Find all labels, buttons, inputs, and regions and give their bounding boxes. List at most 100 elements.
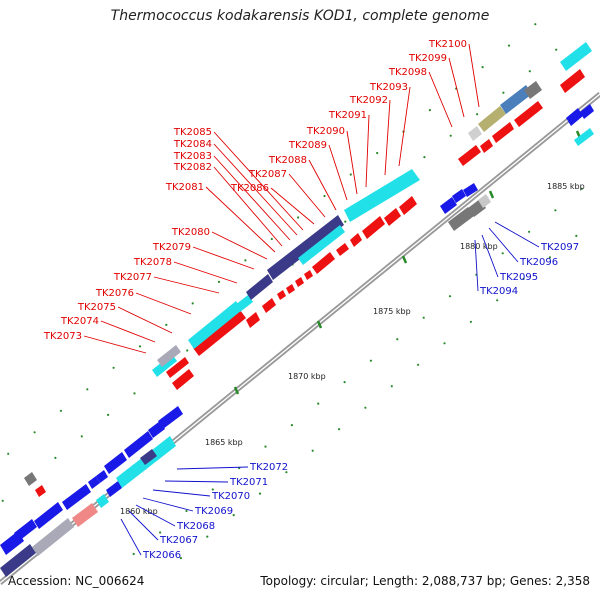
guide-dot	[132, 552, 135, 556]
gene-feature	[277, 290, 286, 300]
gene-label: TK2084	[173, 139, 212, 150]
gene-label: TK2069	[194, 506, 233, 517]
gene-feature	[267, 215, 344, 280]
gene-feature	[24, 472, 37, 486]
gene-feature	[480, 139, 493, 153]
guide-dot	[185, 509, 188, 513]
gene-feature	[560, 69, 585, 93]
guide-dot	[297, 216, 300, 219]
guide-dot	[422, 316, 425, 319]
gene-label: TK2097	[540, 242, 579, 253]
guide-dot	[481, 66, 484, 69]
guide-dot	[417, 363, 420, 366]
gene-label: TK2083	[173, 151, 212, 162]
gene-feature	[304, 270, 313, 280]
gene-feature	[574, 128, 594, 146]
guide-dot	[86, 388, 89, 391]
callout-line	[152, 489, 211, 497]
gene-label: TK2087	[248, 169, 287, 180]
guide-dot	[270, 237, 273, 241]
gene-label: TK2086	[230, 183, 269, 194]
guide-dot	[138, 345, 142, 348]
gene-feature	[478, 106, 506, 132]
guide-dot	[133, 392, 136, 395]
callout-line	[176, 466, 249, 470]
gene-label: TK2076	[95, 288, 134, 299]
callout-line	[288, 173, 326, 218]
gene-feature	[524, 81, 542, 99]
gene-label: TK2077	[113, 272, 152, 283]
callout-line	[192, 246, 255, 270]
guide-dot	[159, 531, 162, 534]
callout-line	[328, 144, 348, 201]
guide-dot	[349, 173, 352, 176]
accession-label: Accession: NC_006624	[8, 574, 145, 588]
gene-label: TK2090	[306, 126, 345, 137]
forward-strand-features	[24, 42, 592, 497]
guide-dot	[1, 499, 4, 502]
guide-dot	[80, 435, 83, 438]
gene-label: TK2071	[229, 477, 268, 488]
gene-feature	[104, 452, 127, 474]
gene-label: TK2074	[60, 316, 99, 327]
guide-dot	[390, 385, 393, 388]
guide-dot	[343, 381, 346, 384]
tick-mark	[488, 190, 495, 199]
guide-dot	[555, 48, 558, 51]
gene-label: TK2094	[479, 286, 518, 297]
guide-dot	[232, 514, 235, 517]
gene-feature	[580, 104, 594, 119]
gene-feature	[262, 298, 276, 313]
guide-dot	[369, 359, 372, 362]
guide-dot	[448, 295, 452, 298]
tick-mark	[316, 320, 323, 329]
gene-label: TK2089	[288, 140, 327, 151]
guide-dot	[443, 342, 446, 345]
gene-feature	[566, 108, 583, 126]
guide-dot	[59, 409, 63, 412]
callout-line	[128, 510, 159, 541]
callout-line	[173, 261, 238, 284]
guide-dot	[396, 338, 399, 341]
gene-feature	[492, 122, 514, 143]
reverse-strand-features	[0, 104, 594, 577]
callout-line	[213, 166, 283, 247]
gene-feature	[350, 233, 362, 247]
map-title: Thermococcus kodakarensis KOD1, complete…	[110, 8, 490, 24]
gene-feature	[140, 449, 157, 465]
guide-dot	[502, 91, 505, 94]
guide-dot	[179, 557, 182, 560]
gene-label: TK2072	[249, 462, 288, 473]
gene-feature	[172, 369, 194, 390]
gene-feature	[246, 274, 273, 300]
gene-label: TK2093	[369, 82, 408, 93]
guide-dot	[469, 320, 472, 323]
guide-dot	[33, 431, 36, 434]
gene-feature	[193, 310, 246, 356]
gene-feature	[500, 85, 532, 114]
gene-label: TK2066	[142, 550, 181, 561]
gene-feature	[106, 481, 122, 497]
callout-line	[398, 86, 411, 167]
guide-dot	[423, 156, 426, 159]
guide-dot	[211, 488, 214, 491]
callout-line	[117, 306, 173, 334]
gene-feature	[514, 101, 543, 127]
gene-feature	[166, 357, 189, 378]
gene-feature	[463, 183, 478, 197]
guide-dot	[165, 323, 168, 326]
gene-feature	[452, 189, 466, 203]
genome-summary-label: Topology: circular; Length: 2,088,737 bp…	[260, 574, 590, 588]
guide-dot	[534, 23, 537, 26]
callout-line	[481, 234, 499, 278]
callout-line	[83, 335, 147, 354]
guide-dot	[548, 256, 552, 259]
gene-feature	[384, 208, 401, 226]
gene-feature	[362, 216, 385, 239]
gene-feature	[34, 502, 63, 529]
guide-dot	[344, 220, 347, 223]
gene-feature	[458, 145, 481, 166]
gene-label: TK2098	[388, 67, 427, 78]
guide-dot	[554, 209, 557, 212]
